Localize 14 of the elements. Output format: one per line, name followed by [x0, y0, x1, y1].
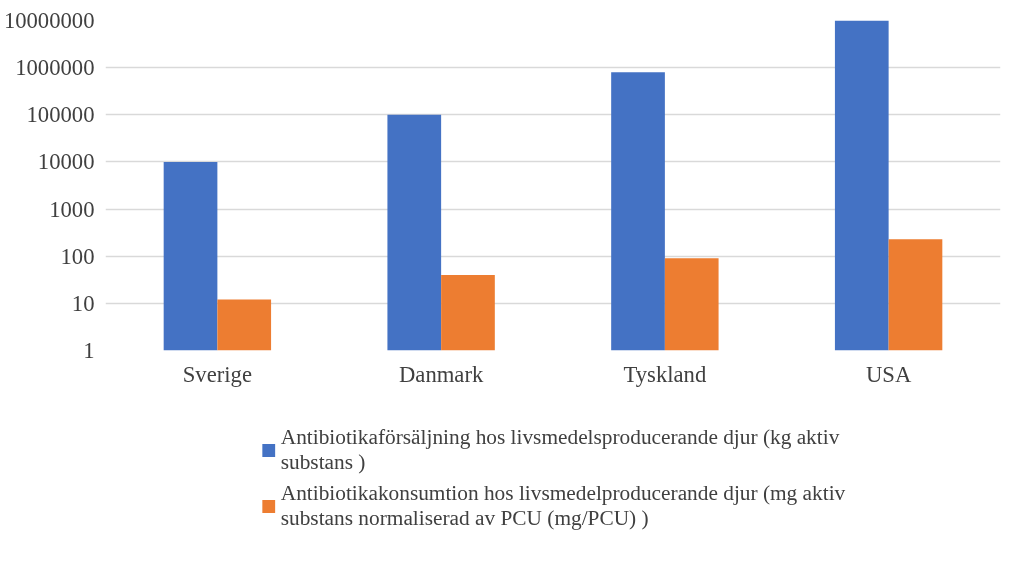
x-tick-label: Danmark: [398, 361, 484, 387]
x-tick-label: Tyskland: [623, 361, 707, 387]
y-tick-label: 1000000: [15, 55, 95, 81]
y-tick-label: 10: [71, 290, 95, 316]
legend-label: Antibiotikakonsumtion hos livsmedelproducerande djur (mg aktiv substans normaliserad av PCU (mg/PCU) ): [280, 480, 846, 531]
y-tick-label: 100: [60, 243, 95, 269]
legend-label: Antibiotikaförsäljning hos livsmedelsproducerande djur (kg aktiv substans ): [280, 424, 840, 475]
y-tick-label: 1000: [49, 196, 95, 222]
x-tick-label: Sverige: [182, 361, 252, 387]
y-tick-label: 1: [83, 338, 95, 363]
x-tick-label: USA: [865, 361, 912, 387]
y-tick-label: 10000: [37, 149, 95, 175]
y-tick-label: 100000: [26, 102, 95, 128]
y-tick-label: 10000000: [3, 8, 95, 33]
